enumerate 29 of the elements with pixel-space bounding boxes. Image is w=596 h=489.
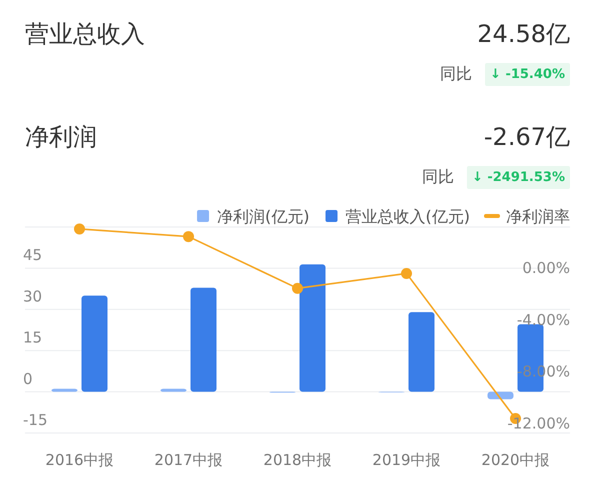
legend-label: 营业总收入(亿元) (346, 207, 470, 226)
text: ↓ -15.40% (490, 67, 565, 82)
y-tick-label: -15 (23, 411, 48, 429)
legend-label: 净利润率 (506, 207, 570, 226)
y2-tick-label: -12.00% (507, 414, 570, 432)
x-tick-label: 2019中报 (372, 451, 441, 469)
y2-tick-label: -8.00% (516, 362, 570, 381)
text: 营业总收入 (25, 20, 145, 48)
y-tick-label: 30 (23, 287, 42, 306)
text: 24.58亿 (477, 20, 570, 48)
x-tick-label: 2017中报 (154, 451, 223, 469)
point (292, 282, 303, 294)
point (74, 223, 85, 234)
x-tick-label: 2018中报 (263, 451, 332, 469)
text: 净利润 (25, 123, 97, 151)
text: ↓ -2491.53% (472, 170, 565, 185)
y-tick-label: 15 (23, 328, 42, 347)
text: -2.67亿 (484, 123, 570, 151)
x-tick-label: 2020中报 (481, 451, 550, 469)
y2-tick-label: -4.00% (516, 310, 570, 329)
legend-label: 净利润(亿元) (217, 207, 310, 226)
y-tick-label: 45 (23, 246, 42, 264)
y-tick-label: 0 (23, 370, 33, 388)
point (183, 231, 194, 242)
point (401, 268, 412, 279)
text: 同比 (440, 64, 472, 83)
y2-tick-label: 0.00% (522, 259, 570, 278)
x-tick-label: 2016中报 (45, 451, 114, 469)
text: 同比 (422, 167, 454, 186)
